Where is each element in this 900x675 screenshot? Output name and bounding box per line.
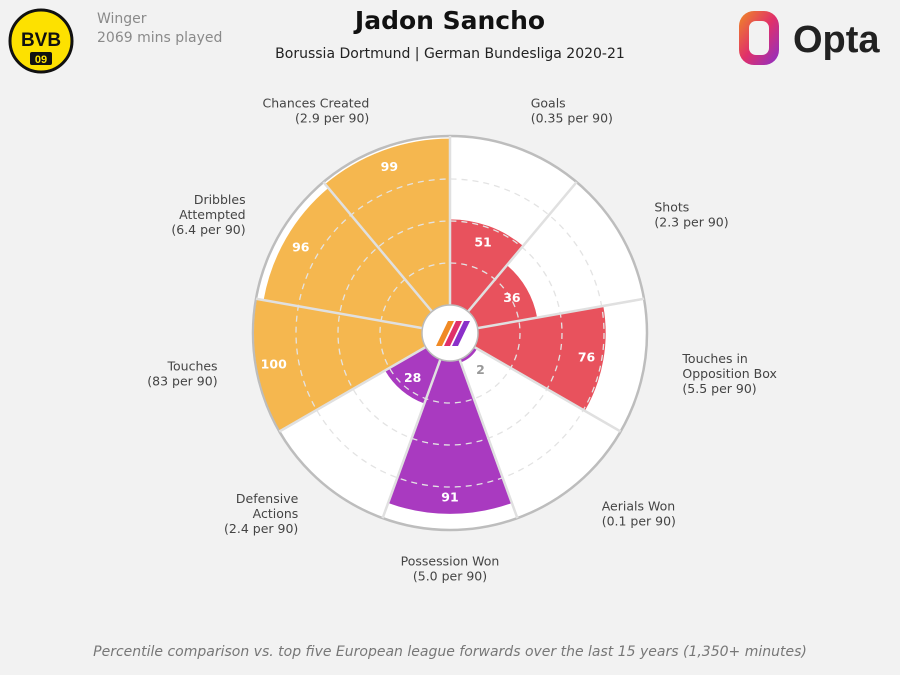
sector-possession-won	[388, 359, 512, 514]
bar-value-aerials-won: 2	[476, 362, 485, 377]
bar-value-goals: 51	[474, 235, 491, 250]
spoke-line	[458, 358, 519, 519]
player-position: Winger	[97, 11, 147, 27]
center-logo-icon	[421, 304, 479, 362]
footnote: Percentile comparison vs. top five Europ…	[93, 644, 807, 660]
bar-value-touches: 100	[261, 357, 287, 372]
sector-touches	[254, 298, 426, 431]
bar-value-chances-created: 99	[381, 159, 398, 174]
sector-dribbles-attempted	[263, 188, 433, 329]
player-minutes: 2069 mins played	[97, 30, 223, 46]
player-meta: Winger 2069 mins played	[97, 10, 222, 48]
chart-subtitle: Borussia Dortmund | German Bundesliga 20…	[275, 46, 625, 62]
sector-shots	[467, 265, 538, 329]
spoke-line	[322, 181, 433, 313]
category-label-aerials-won: Aerials Won (0.1 per 90)	[602, 498, 676, 528]
category-label-possession-won: Possession Won (5.0 per 90)	[401, 554, 500, 584]
bar-value-defensive-actions: 28	[404, 370, 421, 385]
spoke-line	[255, 297, 423, 330]
grid-ring-50	[337, 220, 563, 446]
spoke-line	[381, 358, 442, 519]
category-label-touches-in-opposition-box: Touches in Opposition Box (5.5 per 90)	[681, 351, 777, 396]
club-badge-text: BVB	[21, 30, 61, 51]
bar-value-shots: 36	[503, 290, 521, 305]
category-label-defensive-actions: Defensive Actions (2.4 per 90)	[224, 491, 299, 536]
opta-logo-icon: Opta	[739, 11, 880, 65]
sector-defensive-actions	[385, 347, 441, 404]
grid-ring-75	[295, 178, 605, 488]
club-badge-icon: BVB 09	[8, 8, 74, 74]
category-label-goals: Goals (0.35 per 90)	[531, 96, 613, 126]
bar-value-possession-won: 91	[441, 489, 458, 504]
bar-value-touches-in-opposition-box: 76	[578, 350, 596, 365]
sector-touches-in-opposition-box	[474, 305, 606, 411]
grid-ring-25	[379, 262, 521, 404]
club-badge-sub: 09	[35, 54, 47, 66]
polar-chart: Goals (0.35 per 90) Shots (2.3 per 90) Touch…	[147, 96, 777, 584]
spoke-line	[477, 297, 645, 330]
spoke-line	[473, 345, 622, 433]
category-label-chances-created: Chances Created (2.9 per 90)	[263, 96, 370, 126]
category-label-shots: Shots (2.3 per 90)	[654, 200, 728, 230]
spoke-line	[278, 345, 427, 433]
category-label-touches: Touches (83 per 90)	[147, 358, 217, 388]
spoke-line	[467, 181, 578, 313]
chart-title: Jadon Sancho	[354, 6, 546, 35]
bar-value-dribbles-attempted: 96	[292, 239, 310, 254]
sector-goals	[450, 219, 524, 312]
category-label-dribbles-attempted: Dribbles Attempted (6.4 per 90)	[171, 192, 245, 237]
opta-wordmark: Opta	[793, 19, 880, 61]
